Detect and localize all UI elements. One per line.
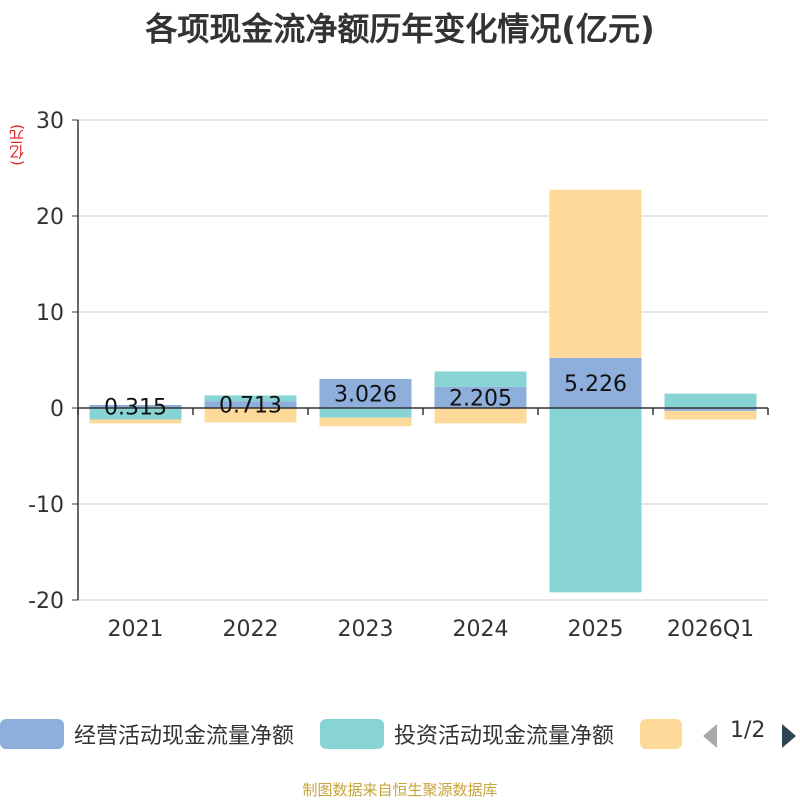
bar-investing [664,393,757,408]
legend-swatch-investing [320,719,384,749]
legend-prev-page-icon[interactable] [703,724,717,748]
y-tick-label: 30 [36,109,64,134]
data-label-operating: 0.713 [219,394,282,419]
data-label-operating: 2.205 [449,386,512,411]
legend-page-indicator: 1/2 [730,718,766,743]
bar-financing [89,419,182,424]
bar-operating [549,357,642,408]
y-tick-label: -20 [28,589,64,614]
bar-operating [319,378,412,408]
bar-financing [664,410,757,420]
y-tick-label: 0 [50,397,64,422]
x-tick-label: 2026Q1 [667,617,754,642]
bar-operating [204,401,297,408]
x-tick-label: 2021 [108,617,164,642]
bar-financing [319,417,412,427]
legend: 经营活动现金流量净额 投资活动现金流量净额 [0,716,800,752]
chart-canvas: 30 20 10 0 -10 -20 2021 2022 2023 2024 2025 2026Q1 0… [28,109,769,642]
bar-financing [204,408,297,423]
x-tick-label: 2023 [338,617,394,642]
legend-swatch-financing [640,719,682,749]
legend-item-operating[interactable]: 经营活动现金流量净额 [0,716,294,752]
bar-operating [89,404,182,408]
y-tick-label: -10 [28,493,64,518]
legend-label-investing: 投资活动现金流量净额 [394,724,615,749]
data-label-operating: 5.226 [564,372,627,397]
bar-operating [434,386,527,408]
data-label-operating: 0.315 [104,395,167,420]
data-label-operating: 3.026 [334,382,397,407]
y-tick-label: 20 [36,205,64,230]
legend-item-financing[interactable] [640,716,692,752]
y-tick-label: 10 [36,301,64,326]
bar-investing [89,408,182,420]
legend-swatch-operating [0,719,64,749]
data-source-note: 制图数据来自恒生聚源数据库 [302,781,498,799]
x-tick-label: 2022 [223,617,279,642]
legend-item-investing[interactable]: 投资活动现金流量净额 [320,716,614,752]
chart-title: 各项现金流净额历年变化情况(亿元) [145,10,655,48]
legend-next-page-icon[interactable] [782,724,796,748]
bar-investing [204,395,297,402]
bar-investing [549,408,642,593]
x-tick-label: 2025 [568,617,624,642]
legend-label-operating: 经营活动现金流量净额 [74,724,295,749]
bar-operating [664,408,757,411]
bar-financing [434,408,527,424]
bar-financing [549,189,642,358]
x-tick-label: 2024 [453,617,509,642]
bar-investing [319,408,412,418]
bar-investing [434,371,527,387]
